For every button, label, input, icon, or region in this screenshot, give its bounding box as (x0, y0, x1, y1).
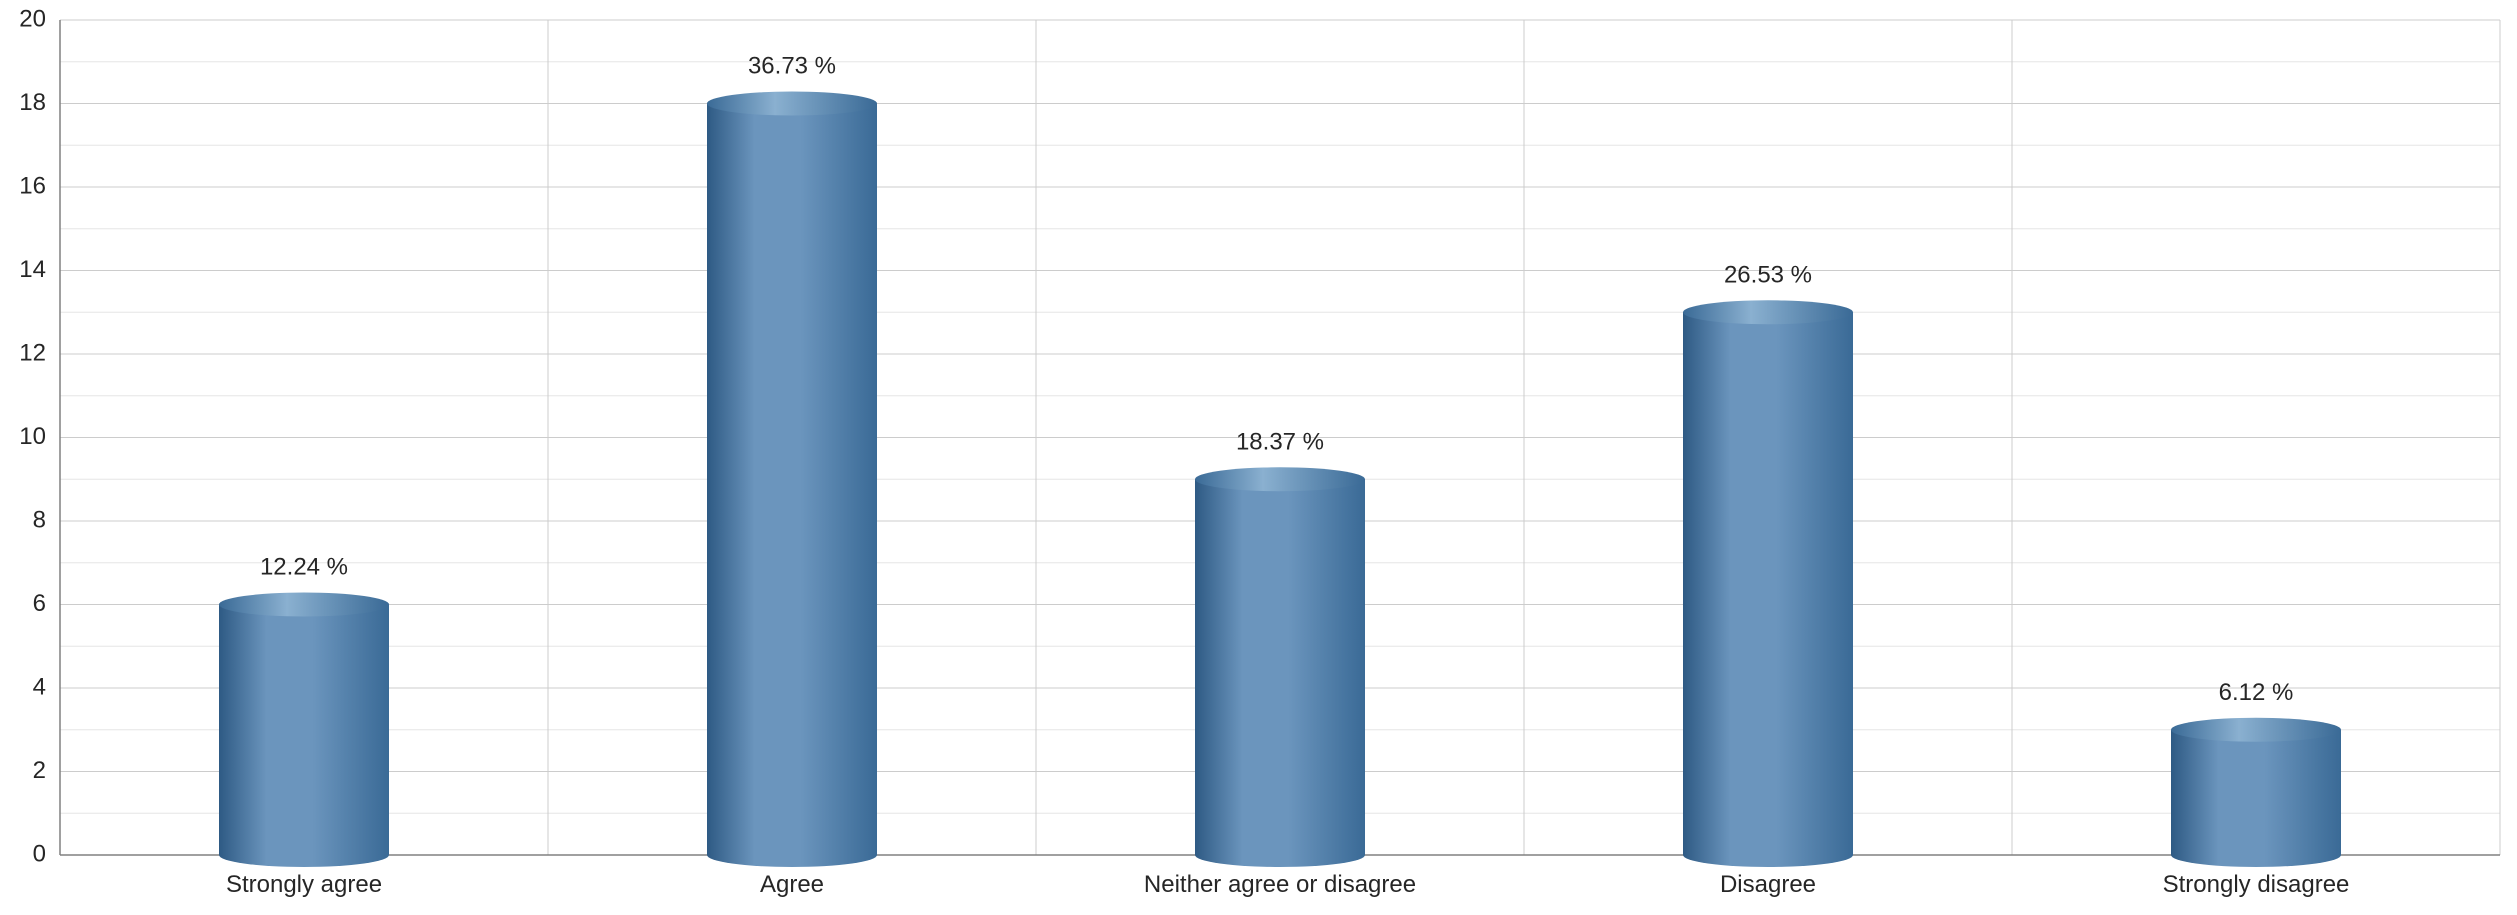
bar: 26.53 % (1683, 261, 1853, 867)
y-tick-label: 8 (33, 506, 46, 533)
bar-value-label: 36.73 % (748, 53, 836, 80)
y-tick-label: 14 (19, 256, 46, 283)
bar-body (1195, 479, 1365, 855)
x-tick-label: Neither agree or disagree (1144, 871, 1416, 898)
x-tick-label: Strongly agree (226, 871, 382, 898)
chart-container: 0 2 4 6 8 10 12 14 16 18 20 12.24 % 36.73 % 18.37 % 26… (0, 0, 2517, 915)
y-tick-label: 12 (19, 339, 46, 366)
bar-cap (1683, 300, 1853, 324)
bar: 36.73 % (707, 53, 877, 868)
bar: 18.37 % (1195, 428, 1365, 867)
bar-body (219, 605, 389, 856)
y-tick-label: 2 (33, 757, 46, 784)
y-tick-label: 20 (19, 5, 46, 32)
bar-body (707, 104, 877, 856)
bar-cap (2171, 718, 2341, 742)
y-tick-label: 10 (19, 423, 46, 450)
bar-body (2171, 730, 2341, 855)
y-tick-label: 0 (33, 840, 46, 867)
bar: 12.24 % (219, 554, 389, 868)
y-tick-label: 16 (19, 172, 46, 199)
x-tick-label: Agree (760, 871, 824, 898)
bar-cap (219, 593, 389, 617)
bar-value-label: 26.53 % (1724, 261, 1812, 288)
bar-value-label: 18.37 % (1236, 428, 1324, 455)
bar-chart: 0 2 4 6 8 10 12 14 16 18 20 12.24 % 36.73 % 18.37 % 26… (0, 0, 2517, 915)
bar-cap (707, 92, 877, 116)
x-tick-label: Strongly disagree (2163, 871, 2350, 898)
x-tick-label: Disagree (1720, 871, 1816, 898)
y-tick-label: 4 (33, 673, 46, 700)
y-tick-label: 18 (19, 89, 46, 116)
bar-cap (1195, 467, 1365, 491)
bar-value-label: 12.24 % (260, 554, 348, 581)
bar-value-label: 6.12 % (2219, 679, 2294, 706)
y-tick-label: 6 (33, 590, 46, 617)
bar-body (1683, 312, 1853, 855)
